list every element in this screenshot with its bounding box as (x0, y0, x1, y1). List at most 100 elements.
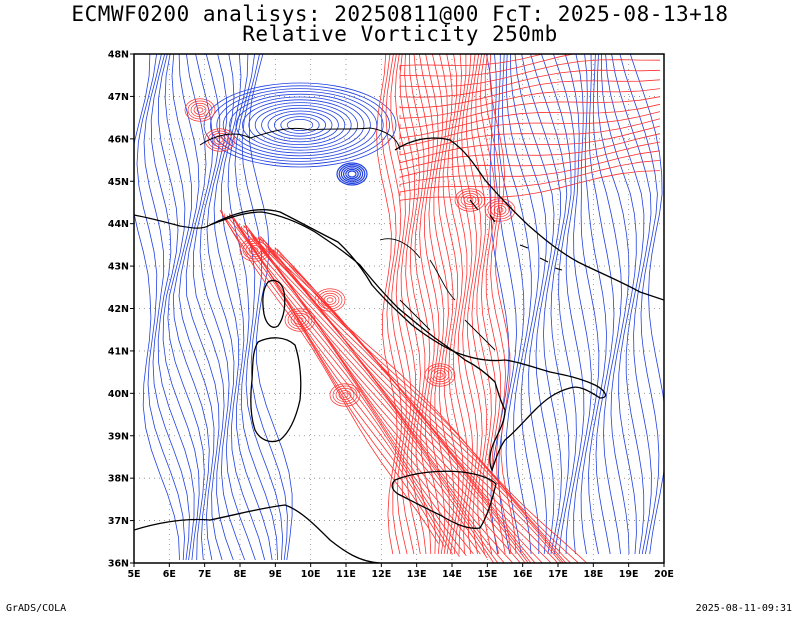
negative-contour-west (234, 54, 284, 561)
lon-axis: 5E 6E 7E 8E 9E 10E 11E 12E 13E 14E 15E 16E 17E 18E 19E… (127, 563, 674, 580)
positive-contour-cell (314, 288, 346, 312)
positive-contour-jet (267, 246, 562, 563)
positive-contour-central (484, 54, 512, 555)
positive-contour-cell (433, 370, 447, 380)
lon-tick-label: 18E (583, 569, 603, 580)
negative-contour-west (213, 54, 266, 561)
positive-contour-northeast (399, 125, 661, 164)
negative-contour-east (521, 54, 562, 555)
negative-contour-west (164, 54, 205, 561)
positive-contour-cell (436, 372, 444, 378)
positive-contour-central (447, 54, 469, 555)
negative-contour-east (514, 54, 555, 555)
positive-contour-cell (296, 317, 304, 323)
lat-tick-label: 40N (108, 389, 129, 400)
software-credit: GrADS/COLA (6, 603, 67, 614)
positive-contour-northeast (399, 133, 661, 171)
positive-contour-central (456, 54, 478, 555)
negative-contour-alps (203, 82, 397, 168)
positive-contour-cell (184, 98, 216, 122)
positive-contour-cell (454, 188, 486, 212)
lat-tick-label: 37N (108, 516, 129, 527)
lat-tick-label: 45N (108, 177, 129, 188)
lon-tick-label: 16E (513, 569, 533, 580)
negative-contour-west (134, 54, 180, 561)
positive-contour-northeast (399, 103, 661, 139)
positive-contour-cell (493, 205, 507, 215)
sicily-island (391, 470, 497, 529)
positive-contour-cell (287, 310, 313, 330)
negative-vortex-core (347, 170, 357, 178)
positive-contour-cell (323, 295, 337, 305)
positive-contour-central (418, 54, 446, 555)
positive-contour-cell (245, 242, 265, 258)
lat-tick-label: 38N (108, 474, 129, 485)
positive-contour-cell (293, 315, 307, 325)
negative-contour-alps (216, 88, 384, 162)
negative-contour-east (588, 54, 615, 555)
negative-contour-east (601, 54, 637, 555)
positive-contour-jet (277, 248, 580, 563)
negative-contour-west (206, 54, 256, 561)
positive-contour-central (425, 54, 450, 555)
timestamp: 2025-08-11-09:31 (695, 603, 792, 614)
negative-contour-east (497, 54, 525, 555)
positive-contour-cell (335, 387, 355, 403)
positive-contour-cell (460, 192, 480, 208)
positive-contour-cell (463, 195, 477, 205)
africa-coastline (134, 504, 381, 563)
positive-contour-central (475, 54, 500, 555)
positive-contour-cell (317, 290, 343, 310)
negative-contour-west (199, 54, 246, 561)
positive-contour-cell (484, 198, 516, 222)
negative-contour-west (136, 54, 185, 561)
negative-contour-east (530, 54, 570, 555)
negative-contour-east (584, 54, 607, 555)
negative-contour-east (564, 54, 592, 555)
positive-contour-central (399, 54, 427, 555)
lon-tick-label: 17E (548, 569, 568, 580)
lon-tick-label: 11E (336, 569, 356, 580)
positive-contour-northeast (399, 160, 661, 196)
positive-contour-cell (187, 100, 213, 120)
contour-field (134, 54, 664, 563)
positive-contour-cell (329, 383, 361, 407)
lat-tick-label: 46N (108, 134, 129, 145)
positive-contour-cell (326, 297, 334, 303)
negative-contour-west (241, 54, 288, 561)
positive-contour-cell (490, 202, 510, 218)
negative-contour-alps (261, 107, 339, 143)
positive-contour-cell (251, 247, 259, 253)
positive-contour-central (479, 54, 506, 555)
chart-title: ECMWF0200 analisys: 20250811@00 FcT: 202… (71, 2, 729, 26)
negative-contour-west (227, 54, 278, 561)
positive-contour-jet (272, 249, 567, 563)
lat-tick-label: 48N (108, 50, 129, 61)
positive-contour-northeast (399, 59, 661, 88)
lat-tick-label: 43N (108, 262, 129, 273)
negative-contour-west (221, 54, 273, 561)
negative-contour-west (143, 54, 190, 561)
lat-tick-label: 36N (108, 559, 129, 570)
negative-contour-alps (222, 91, 378, 159)
balkan-coastline (394, 137, 664, 301)
positive-contour-cell (341, 392, 349, 398)
positive-contour-cell (496, 207, 504, 213)
negative-contour-east (611, 54, 652, 555)
negative-contour-east (493, 54, 517, 555)
positive-contour-cell (190, 102, 210, 118)
positive-contour-northeast (399, 54, 576, 79)
positive-contour-cell (320, 292, 340, 308)
lon-tick-label: 7E (198, 569, 211, 580)
lon-tick-label: 8E (233, 569, 246, 580)
positive-contour-jet (248, 228, 521, 563)
positive-contour-cell (430, 367, 450, 383)
positive-contour-northeast (399, 69, 661, 98)
lon-tick-label: 5E (127, 569, 140, 580)
italy-internal-borders (379, 238, 496, 351)
positive-contour-central (394, 54, 421, 555)
lon-tick-label: 6E (163, 569, 176, 580)
negative-contour-west (157, 54, 200, 561)
